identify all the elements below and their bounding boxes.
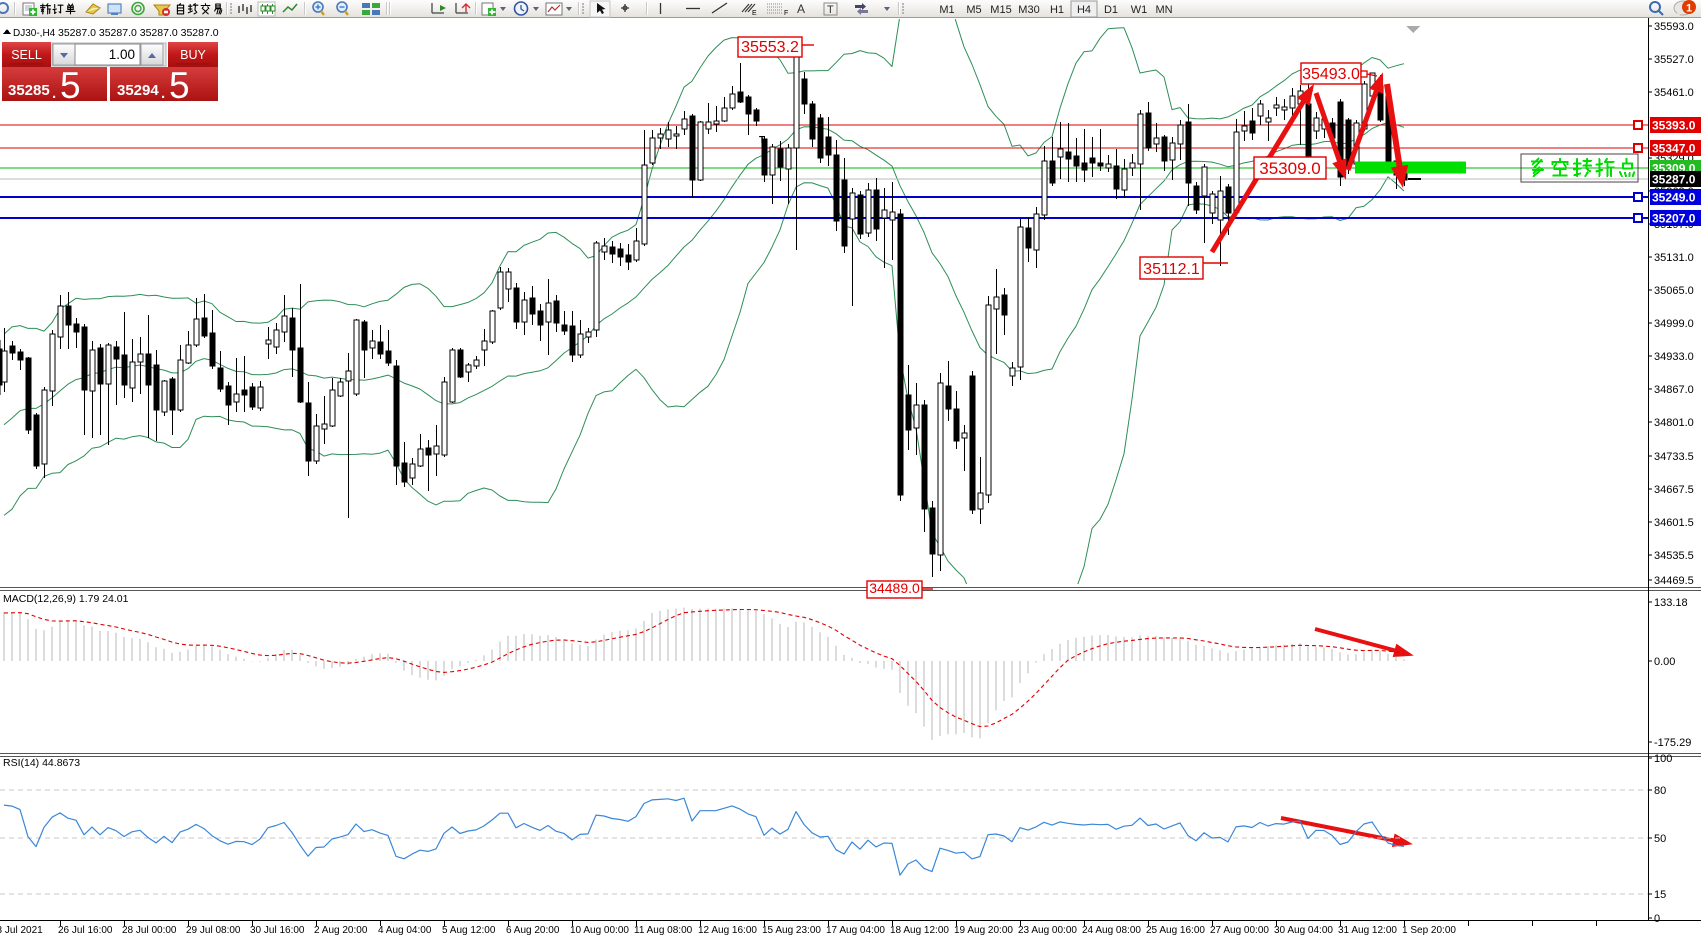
svg-text:34999.0: 34999.0 [1654,318,1694,330]
svg-text:30 Jul 16:00: 30 Jul 16:00 [250,925,305,936]
svg-text:E: E [752,10,757,17]
svg-text:35553.2: 35553.2 [741,39,799,56]
svg-text:0.00: 0.00 [1654,656,1675,668]
svg-text:34469.5: 34469.5 [1654,575,1694,587]
svg-text:35112.1: 35112.1 [1143,261,1200,278]
svg-text:T: T [759,135,765,146]
svg-text:H4: H4 [1077,4,1091,16]
svg-text:35207.0: 35207.0 [1652,212,1696,226]
svg-text:5: 5 [169,65,190,106]
svg-text:.: . [161,85,165,102]
svg-text:35285: 35285 [8,82,50,99]
svg-text:35294: 35294 [117,82,159,99]
svg-text:100: 100 [1654,753,1672,765]
svg-text:35287.0 35287.0 35287.0 35287.: 35287.0 35287.0 35287.0 35287.0 [58,27,219,39]
svg-text:MACD(12,26,9) 1.79 24.01: MACD(12,26,9) 1.79 24.01 [3,593,129,605]
svg-text:19 Aug 20:00: 19 Aug 20:00 [954,925,1013,936]
svg-text:M1: M1 [939,4,954,16]
svg-text:15: 15 [1654,889,1666,901]
svg-text:23 Aug 00:00: 23 Aug 00:00 [1018,925,1077,936]
svg-text:34867.0: 34867.0 [1654,384,1694,396]
svg-text:35249.0: 35249.0 [1652,191,1696,205]
svg-text:H1: H1 [1050,4,1064,16]
svg-text:35347.0: 35347.0 [1652,142,1696,156]
svg-text:11 Aug 08:00: 11 Aug 08:00 [634,925,693,936]
svg-text:12 Aug 16:00: 12 Aug 16:00 [698,925,757,936]
svg-text:SELL: SELL [11,48,42,62]
svg-text:35393.0: 35393.0 [1652,119,1696,133]
svg-text:15 Aug 23:00: 15 Aug 23:00 [762,925,821,936]
svg-text:26 Jul 16:00: 26 Jul 16:00 [58,925,113,936]
svg-text:D1: D1 [1104,4,1118,16]
svg-text:80: 80 [1654,785,1666,797]
svg-text:F: F [784,10,788,17]
svg-text:5 Aug 12:00: 5 Aug 12:00 [442,925,496,936]
svg-text:0: 0 [1654,913,1660,925]
svg-text:4 Aug 04:00: 4 Aug 04:00 [378,925,432,936]
svg-text:25 Aug 16:00: 25 Aug 16:00 [1146,925,1205,936]
svg-text:.: . [52,85,56,102]
svg-text:35593.0: 35593.0 [1654,21,1694,33]
svg-text:34733.5: 34733.5 [1654,451,1694,463]
svg-text:27 Aug 00:00: 27 Aug 00:00 [1210,925,1269,936]
svg-text:35309.0: 35309.0 [1259,159,1320,178]
svg-text:133.18: 133.18 [1654,597,1688,609]
svg-text:18 Aug 12:00: 18 Aug 12:00 [890,925,949,936]
svg-text:35287.0: 35287.0 [1652,173,1696,187]
svg-text:A: A [797,2,805,16]
svg-text:35131.0: 35131.0 [1654,252,1694,264]
svg-text:29 Jul 08:00: 29 Jul 08:00 [186,925,241,936]
svg-text:1 Sep 20:00: 1 Sep 20:00 [1402,925,1456,936]
svg-text:1: 1 [1686,3,1692,15]
svg-text:M15: M15 [990,4,1011,16]
svg-text:34801.0: 34801.0 [1654,417,1694,429]
svg-text:34489.0: 34489.0 [869,580,920,596]
svg-text:35461.0: 35461.0 [1654,87,1694,99]
svg-text:35065.0: 35065.0 [1654,285,1694,297]
svg-text:31 Aug 12:00: 31 Aug 12:00 [1338,925,1397,936]
svg-text:24 Aug 08:00: 24 Aug 08:00 [1082,925,1141,936]
svg-text:50: 50 [1654,833,1666,845]
svg-text:BUY: BUY [180,48,206,62]
svg-text:34667.5: 34667.5 [1654,484,1694,496]
svg-text:1.00: 1.00 [109,47,135,62]
svg-text:10 Aug 00:00: 10 Aug 00:00 [570,925,629,936]
svg-text:M30: M30 [1018,4,1039,16]
svg-text:M5: M5 [966,4,981,16]
svg-text:28 Jul 00:00: 28 Jul 00:00 [122,925,177,936]
svg-text:17 Aug 04:00: 17 Aug 04:00 [826,925,885,936]
svg-text:2 Aug 20:00: 2 Aug 20:00 [314,925,368,936]
svg-text:34933.0: 34933.0 [1654,351,1694,363]
svg-text:MN: MN [1155,4,1172,16]
svg-text:RSI(14) 44.8673: RSI(14) 44.8673 [3,757,80,769]
svg-text:30 Aug 04:00: 30 Aug 04:00 [1274,925,1333,936]
svg-text:23 Jul 2021: 23 Jul 2021 [0,925,43,936]
svg-text:5: 5 [60,65,81,106]
svg-text:34535.5: 34535.5 [1654,550,1694,562]
svg-text:DJ30-,H4: DJ30-,H4 [13,28,56,39]
svg-text:T: T [827,4,834,16]
svg-text:34601.5: 34601.5 [1654,517,1694,529]
svg-text:-175.29: -175.29 [1654,737,1691,749]
svg-text:35493.0: 35493.0 [1302,66,1360,83]
svg-text:35527.0: 35527.0 [1654,54,1694,66]
svg-text:W1: W1 [1131,4,1148,16]
svg-text:6 Aug 20:00: 6 Aug 20:00 [506,925,560,936]
